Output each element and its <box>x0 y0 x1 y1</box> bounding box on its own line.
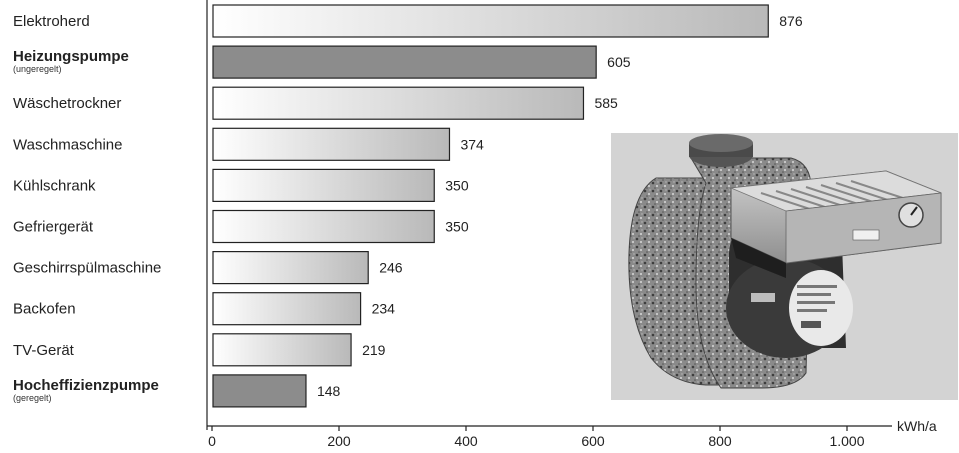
bar <box>212 209 435 244</box>
data-label: 350 <box>445 177 469 193</box>
pump-photo <box>611 133 958 400</box>
category-label: Elektroherd <box>13 13 90 30</box>
x-tick-label: 0 <box>208 433 216 449</box>
category-labels: Elektroherd Heizungspumpe(ungeregelt) Wäsc… <box>13 13 161 403</box>
x-tick-label: 400 <box>454 433 478 449</box>
category-sublabel: (ungeregelt) <box>13 64 62 74</box>
category-label: Wäschetrockner <box>13 95 121 112</box>
category-label: Heizungspumpe <box>13 48 129 65</box>
x-axis-unit-label: kWh/a <box>897 418 937 434</box>
x-tick-label: 200 <box>327 433 351 449</box>
x-axis: 0 200 400 600 800 1.000 kWh/a <box>206 0 937 449</box>
data-label: 605 <box>607 54 631 70</box>
category-sublabel: (geregelt) <box>13 393 52 403</box>
category-label: Kühlschrank <box>13 177 96 194</box>
bar <box>212 333 352 367</box>
category-label: Geschirrspülmaschine <box>13 260 161 277</box>
bar <box>212 45 597 79</box>
data-label: 876 <box>779 13 803 29</box>
value-labels: 876 605 585 374 350 350 246 234 219 148 <box>317 13 803 399</box>
data-label: 585 <box>594 95 618 111</box>
bar <box>212 4 769 38</box>
data-label: 219 <box>362 342 386 358</box>
category-label: Backofen <box>13 301 76 318</box>
category-label: Hocheffizienzpumpe <box>13 377 159 394</box>
data-label: 246 <box>379 260 403 276</box>
data-label: 374 <box>460 136 484 152</box>
bars <box>212 4 769 408</box>
category-label: Waschmaschine <box>13 136 122 153</box>
category-label: TV-Gerät <box>13 342 75 359</box>
bar <box>212 127 451 161</box>
bar <box>212 86 585 120</box>
bar <box>212 292 362 326</box>
bar <box>212 374 307 408</box>
data-label: 234 <box>372 301 396 317</box>
category-label: Gefriergerät <box>13 219 94 236</box>
bar <box>212 168 435 202</box>
bar <box>212 251 369 285</box>
x-tick-label: 1.000 <box>829 433 864 449</box>
x-tick-label: 600 <box>581 433 605 449</box>
data-label: 350 <box>445 219 469 235</box>
x-tick-label: 800 <box>708 433 732 449</box>
data-label: 148 <box>317 383 341 399</box>
